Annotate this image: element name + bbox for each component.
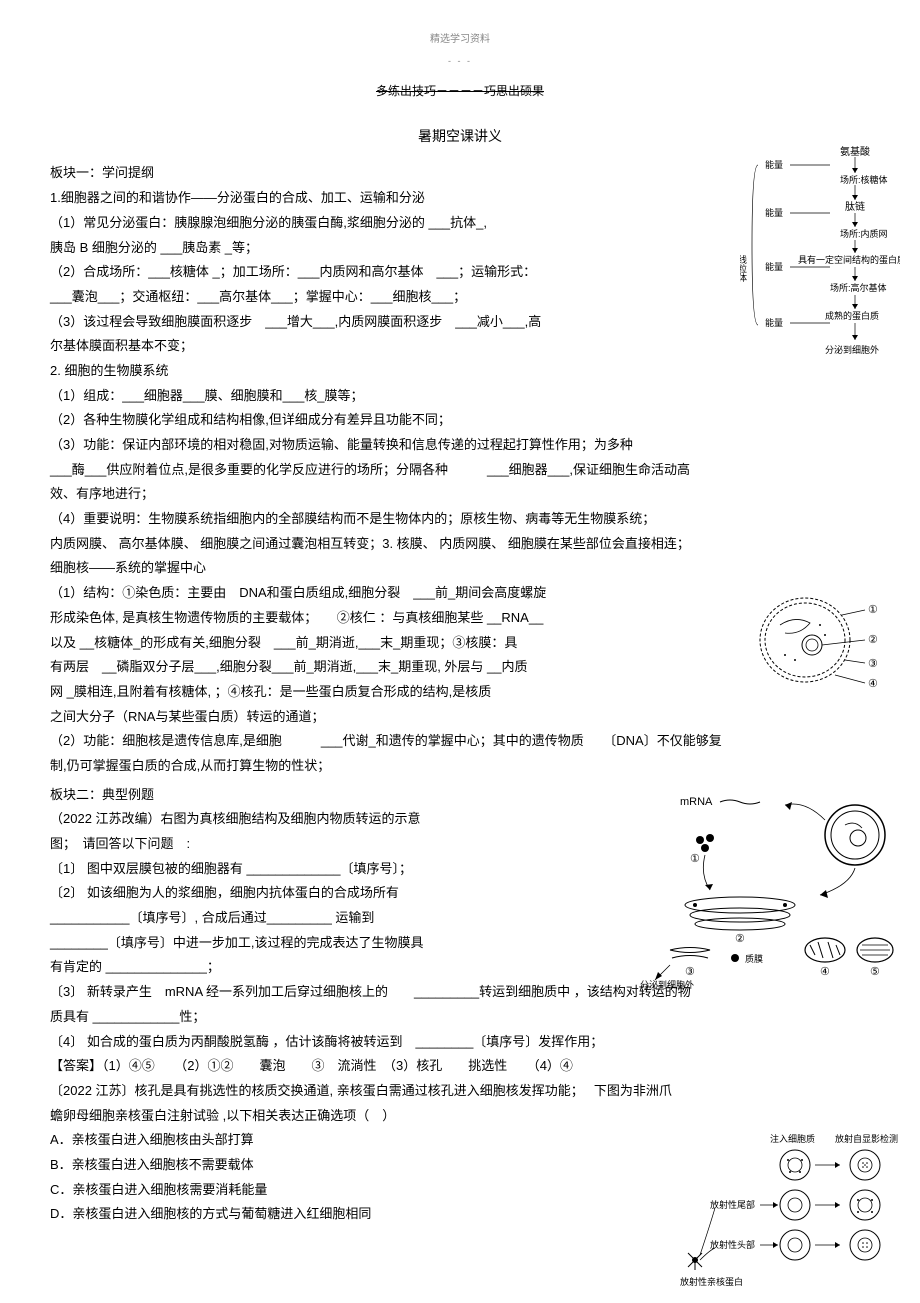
d1-left: 线粒体	[740, 254, 747, 283]
b1-p9: （2）功能：细胞核是遗传信息库,是细胞 ___代谢_和遗传的掌握中心；其中的遗传…	[50, 729, 870, 754]
cell-svg: ① ② ③ ④	[750, 585, 890, 695]
b1-p7b: 内质网膜、 高尔基体膜、 细胞膜之间通过囊泡相互转变；3. 核膜、 内质网膜、 …	[50, 532, 870, 557]
df-mem: 质膜	[745, 953, 763, 964]
d1-l5: 能量	[765, 207, 783, 218]
diagram-protein-flow: 氨基酸 能量 场所:核糖体 肽链 能量 场所:内质网 具有一定空间结构的蛋白质 …	[740, 145, 900, 380]
d1-l11: 能量	[765, 317, 783, 328]
diagram-cell-nucleus: ① ② ③ ④	[750, 585, 890, 695]
df-mrna: mRNA	[680, 796, 713, 808]
df-n1: ①	[690, 853, 700, 865]
dc-n1: ①	[868, 604, 878, 616]
b1-p8c: 以及 __核糖体_的形成有关,细胞分裂 ___前_期消逝,___末_期重现；③核…	[50, 631, 870, 656]
header-source: 精选学习资料	[50, 30, 870, 49]
d1-l2: 能量	[765, 159, 783, 170]
df-out: 分泌到细胞外	[640, 979, 694, 990]
d1-l10: 成熟的蛋白质	[825, 310, 879, 321]
protein-flow-svg: 氨基酸 能量 场所:核糖体 肽链 能量 场所:内质网 具有一定空间结构的蛋白质 …	[740, 145, 900, 375]
de-t2: 放射自显影检测	[835, 1133, 898, 1144]
b1-p7c: 细胞核——系统的掌握中心	[50, 556, 870, 581]
de-t1: 注入细胞质	[770, 1133, 815, 1144]
dc-n4: ④	[868, 678, 878, 690]
b1-p8e: 网 _膜相连,且附着有核糖体, ；④核孔：是一些蛋白质复合形成的结构,是核质	[50, 680, 870, 705]
diagram-experiment: 注入细胞质 放射自显影检测 放射性尾部 放射性头部	[680, 1130, 900, 1290]
exp-svg: 注入细胞质 放射自显影检测 放射性尾部 放射性头部	[680, 1130, 900, 1290]
d1-l8: 能量	[765, 261, 783, 272]
b1-p7: （4）重要说明：生物膜系统指细胞内的全部膜结构而不是生物体内的；原核生物、病毒等…	[50, 507, 870, 532]
q2b: 蟾卵母细胞亲核蛋白注射试验 ,以下相关表达正确选项（ ）	[50, 1104, 870, 1129]
df-n3: ③	[685, 966, 695, 978]
de-t3: 放射性尾部	[710, 1199, 755, 1210]
b1-p8b: 形成染色体, 是真核生物遗传物质的主要载体； ②核仁 ：与真核细胞某些 __RN…	[50, 606, 870, 631]
b1-p8f: 之间大分子（RNA与某些蛋白质）转运的通道；	[50, 705, 870, 730]
d1-l12: 分泌到细胞外	[825, 344, 879, 355]
ans: 【答案】（1）④⑤ （2）①② 囊泡 ③ 流淌性 （3）核孔 挑选性 （4）④	[50, 1054, 870, 1079]
b1-p4: （1）组成：___细胞器___膜、细胞膜和___核_膜等；	[50, 384, 870, 409]
dc-n2: ②	[868, 634, 878, 646]
b1-p6: （3）功能：保证内部环境的相对稳固,对物质运输、能量转换和信息传递的过程起打算性…	[50, 433, 870, 458]
header-motto: 多练出技巧－－－－巧思出硕果	[50, 80, 870, 103]
flow-svg: mRNA ① ② ③ ④ ⑤	[640, 790, 900, 990]
q1j: 〔4〕 如合成的蛋白质为丙酮酸脱氢酶 ，估计该酶将被转运到 ________〔填…	[50, 1030, 870, 1055]
b1-p8d: 有两层 __磷脂双分子层___,细胞分裂___前_期消逝,___末_期重现, 外…	[50, 655, 870, 680]
d1-l7: 具有一定空间结构的蛋白质	[798, 254, 900, 265]
d1-l9: 场所:高尔基体	[830, 282, 887, 293]
q2a: 〔2022 江苏〕核孔是具有挑选性的核质交换通道, 亲核蛋白需通过核孔进入细胞核…	[50, 1079, 870, 1104]
df-n2: ②	[735, 933, 745, 945]
df-n5: ⑤	[870, 966, 880, 978]
b1-p1a: （1）常见分泌蛋白：胰腺腺泡细胞分泌的胰蛋白酶,浆细胞分泌的	[50, 215, 425, 230]
b1-p5: （2）各种生物膜化学组成和结构相像,但详细成分有差异且功能不同；	[50, 408, 870, 433]
df-n4: ④	[820, 966, 830, 978]
d1-l4: 肽链	[845, 200, 865, 213]
b1-p6b: ___酶___供应附着位点,是很多重要的化学反应进行的场所；分隔各种 ___细胞…	[50, 458, 870, 483]
dc-n3: ③	[868, 658, 878, 670]
de-t4: 放射性头部	[710, 1239, 755, 1250]
b1-p8: （1）结构：①染色质：主要由 DNA和蛋白质组成,细胞分裂 ___前_期间会高度…	[50, 581, 870, 606]
de-t5: 放射性亲核蛋白	[680, 1276, 743, 1287]
b1-p1a-blank: ___抗体_,	[428, 215, 487, 230]
diagram-mrna-flow: mRNA ① ② ③ ④ ⑤	[640, 790, 900, 990]
d1-l6: 场所:内质网	[840, 228, 888, 239]
d1-l1: 氨基酸	[840, 145, 870, 158]
b1-p9b: 制,仍可掌握蛋白质的合成,从而打算生物的性状；	[50, 754, 870, 779]
d1-l3: 场所:核糖体	[840, 174, 888, 185]
b1-p6c: 效、有序地进行；	[50, 482, 870, 507]
header-dashes: - - -	[50, 53, 870, 70]
q1i: 质具有 ____________性；	[50, 1005, 870, 1030]
